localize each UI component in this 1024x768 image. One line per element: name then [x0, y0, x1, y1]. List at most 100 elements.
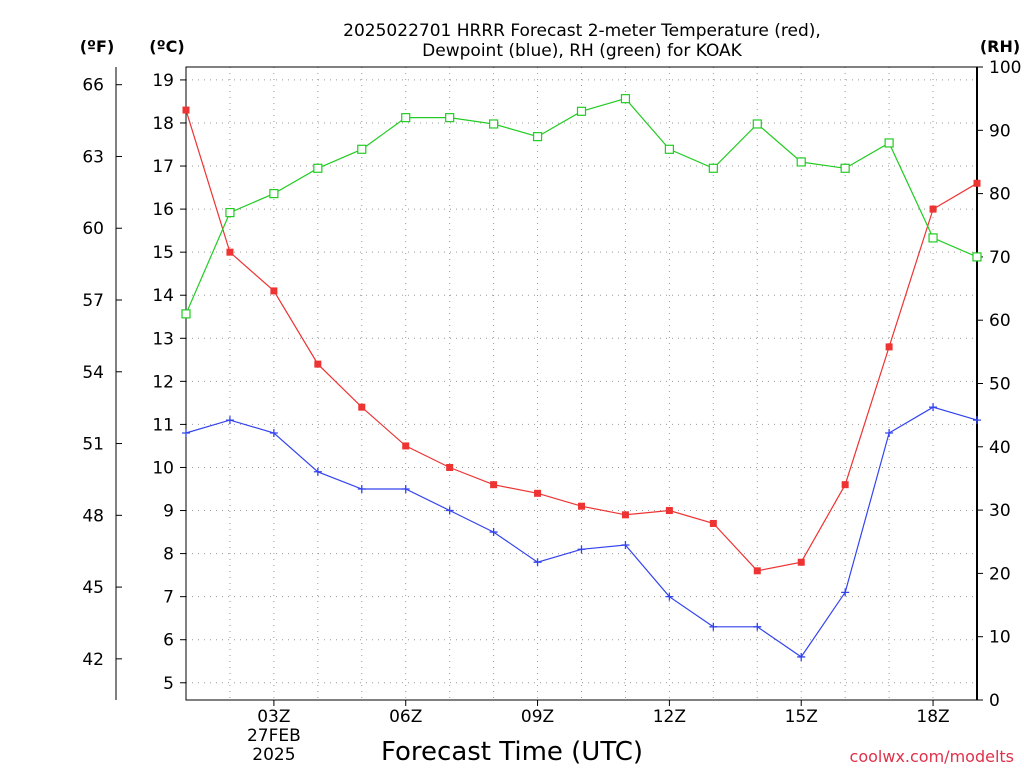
dewpoint-point [489, 528, 498, 537]
axes-layer [115, 66, 983, 706]
x-tick-label: 12Z [653, 707, 686, 727]
rh-tick-label: 0 [989, 691, 1000, 711]
dewpoint-point [621, 540, 630, 549]
fahrenheit-tick-label: 57 [82, 291, 104, 311]
celsius-tick-label: 7 [163, 588, 174, 608]
dewpoint-point [577, 545, 586, 554]
dewpoint-point [665, 592, 674, 601]
rh-point [708, 163, 718, 173]
dewpoint-point [445, 506, 454, 515]
x-tick-label: 03Z [257, 707, 290, 727]
rh-tick-label: 30 [989, 501, 1011, 521]
celsius-tick-label: 15 [152, 243, 174, 263]
x-tick-label: 18Z [916, 707, 949, 727]
temperature-point [358, 403, 366, 411]
rh-tick-label: 20 [989, 564, 1011, 584]
celsius-tick-label: 10 [152, 458, 174, 478]
fahrenheit-tick-label: 48 [82, 506, 104, 526]
rh-tick-label: 50 [989, 375, 1011, 395]
dewpoint-point [929, 403, 938, 412]
date-label-day: 27FEB [247, 726, 301, 746]
temperature-point [534, 489, 542, 497]
rh-line [185, 97, 978, 315]
dewpoint-point [885, 429, 894, 438]
rh-unit-label: (RH) [980, 37, 1020, 56]
rh-point [225, 207, 235, 218]
temperature-point [621, 511, 629, 519]
fahrenheit-unit-label: (ºF) [80, 37, 115, 56]
temperature-point [709, 519, 717, 527]
temperature-point [446, 463, 454, 471]
rh-point [620, 94, 631, 104]
rh-point [884, 138, 894, 148]
date-label-year: 2025 [252, 745, 295, 765]
celsius-tick-label: 9 [163, 502, 174, 522]
rh-point [401, 113, 411, 123]
temperature-point [841, 481, 849, 489]
dewpoint-point [709, 622, 718, 631]
celsius-tick-label: 14 [152, 286, 174, 306]
rh-point [181, 309, 191, 319]
fahrenheit-tick-label: 42 [82, 650, 104, 670]
dewpoint-point [313, 467, 322, 476]
dewpoint-point [973, 416, 981, 425]
temperature-point [490, 481, 498, 489]
temperature-point [665, 507, 673, 515]
rh-point [357, 144, 367, 154]
dewpoint-point [401, 485, 410, 493]
celsius-tick-label: 13 [152, 329, 174, 349]
temperature-point [314, 360, 322, 368]
rh-tick-label: 90 [989, 121, 1011, 141]
temperature-point [578, 502, 585, 510]
celsius-tick-label: 11 [152, 415, 174, 435]
celsius-tick-label: 6 [163, 631, 174, 651]
fahrenheit-tick-label: 54 [82, 363, 104, 383]
rh-tick-label: 100 [989, 58, 1021, 78]
plot-frame [185, 66, 978, 701]
temperature-line [185, 109, 978, 572]
celsius-tick-label: 5 [163, 674, 174, 694]
temperature-point [973, 179, 981, 187]
rh-point [576, 106, 587, 116]
rh-point [840, 163, 850, 173]
temperature-point [929, 205, 937, 213]
rh-tick-label: 80 [989, 185, 1011, 205]
rh-point [796, 157, 806, 167]
celsius-tick-label: 16 [152, 200, 174, 220]
fahrenheit-tick-label: 60 [82, 219, 104, 239]
temperature-point [797, 558, 805, 566]
temperature-point [402, 442, 410, 450]
fahrenheit-tick-label: 66 [82, 76, 104, 96]
dewpoint-point [841, 588, 850, 597]
dewpoint-point [269, 429, 278, 438]
x-tick-label: 09Z [521, 707, 554, 727]
rh-point [664, 144, 674, 154]
dewpoint-point [357, 485, 366, 493]
celsius-tick-label: 8 [163, 545, 174, 565]
celsius-tick-label: 18 [152, 114, 174, 134]
dewpoint-point [797, 652, 806, 661]
rh-tick-label: 10 [989, 628, 1011, 648]
series-layer [181, 94, 982, 661]
x-tick-label: 06Z [389, 707, 422, 727]
rh-point [313, 163, 323, 173]
rh-tick-label: 40 [989, 438, 1011, 458]
rh-point [928, 233, 938, 243]
fahrenheit-tick-label: 63 [82, 147, 104, 167]
celsius-unit-label: (ºC) [149, 37, 184, 56]
celsius-tick-label: 17 [152, 157, 174, 177]
dewpoint-point [225, 416, 234, 425]
rh-point [532, 132, 543, 142]
temperature-point [753, 567, 761, 575]
rh-point [752, 119, 762, 129]
text-layer: 2025022701 HRRR Forecast 2-meter Tempera… [80, 21, 1022, 767]
chart-title-line-1: 2025022701 HRRR Forecast 2-meter Tempera… [343, 21, 821, 41]
fahrenheit-tick-label: 51 [82, 435, 104, 455]
rh-point [269, 189, 279, 199]
chart-title-line-2: Dewpoint (blue), RH (green) for KOAK [422, 41, 743, 61]
dewpoint-point [753, 622, 762, 631]
temperature-point [182, 106, 190, 114]
rh-tick-label: 70 [989, 248, 1011, 268]
